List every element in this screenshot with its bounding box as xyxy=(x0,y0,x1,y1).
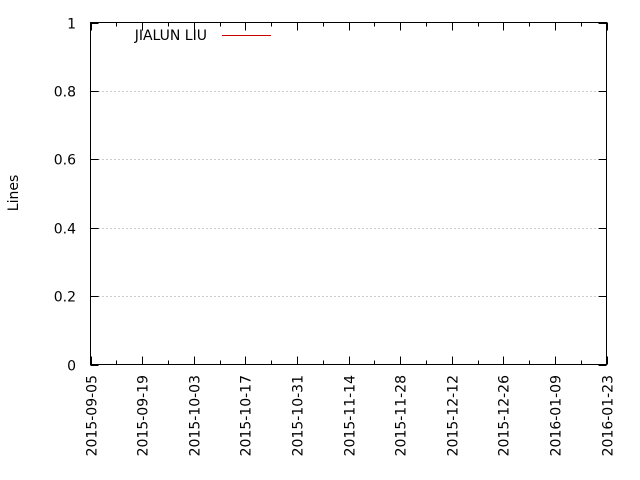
y-tick-label: 1 xyxy=(67,17,76,33)
x-axis: 2015-09-05 2015-09-19 2015-10-03 2015-10-17… xyxy=(85,22,617,456)
y-axis-label: Lines xyxy=(6,175,22,211)
x-tick-label: 2015-12-26 xyxy=(497,375,513,456)
legend-label-jialun-liu: JIALUN LIU xyxy=(134,28,207,44)
x-tick-label: 2015-11-14 xyxy=(343,375,359,456)
grid-lines xyxy=(90,91,607,297)
x-tick-label: 2015-12-12 xyxy=(446,375,462,456)
x-tick-label: 2015-10-17 xyxy=(239,375,255,456)
x-tick-label: 2015-11-28 xyxy=(394,375,410,456)
x-tick-label: 2015-10-03 xyxy=(188,375,204,456)
legend: JIALUN LIU xyxy=(134,28,271,44)
y-tick-label: 0.2 xyxy=(54,290,76,306)
plot-frame xyxy=(90,22,607,365)
y-tick-label: 0 xyxy=(67,359,76,375)
y-tick-label: 0.8 xyxy=(54,85,76,101)
x-tick-label: 2015-10-31 xyxy=(291,375,307,456)
y-tick-label: 0.6 xyxy=(54,153,76,169)
x-tick-label: 2015-09-05 xyxy=(85,375,101,456)
x-tick-label: 2016-01-23 xyxy=(601,375,617,456)
x-tick-label: 2015-09-19 xyxy=(136,375,152,456)
y-axis: 0 0.2 0.4 0.6 0.8 1 xyxy=(54,17,607,375)
y-tick-label: 0.4 xyxy=(54,222,76,238)
x-tick-label: 2016-01-09 xyxy=(549,375,565,456)
